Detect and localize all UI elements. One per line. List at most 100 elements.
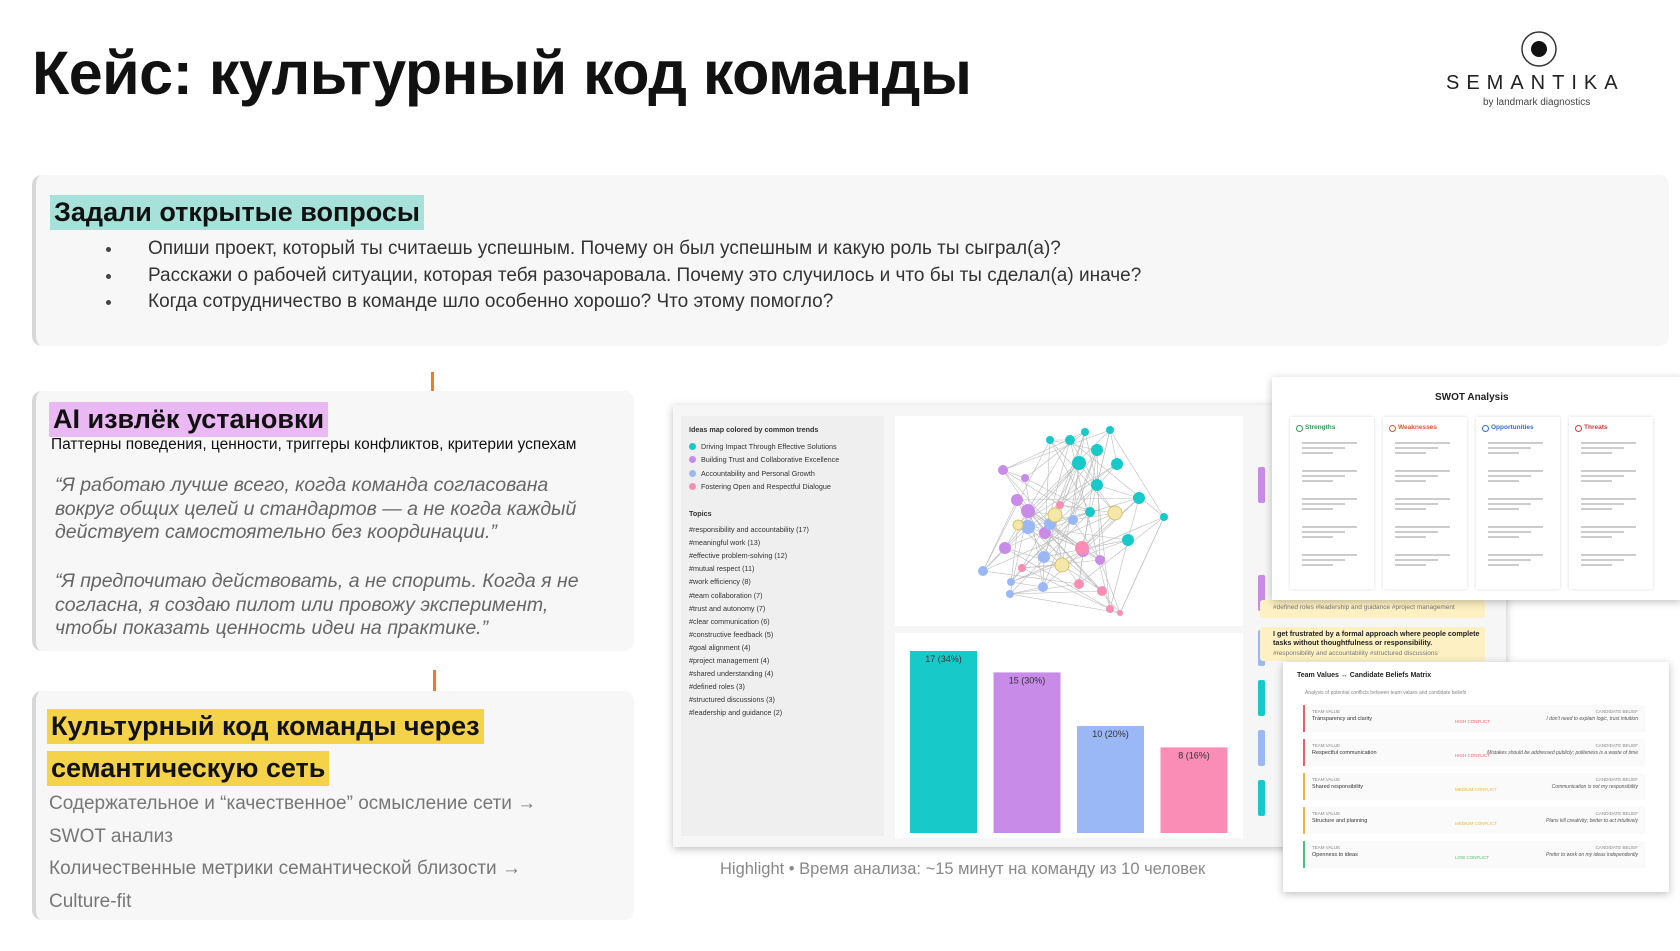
text-placeholder bbox=[1302, 503, 1345, 505]
text-placeholder bbox=[1581, 447, 1624, 449]
matrix-row bbox=[1303, 841, 1645, 868]
network-node bbox=[1046, 436, 1054, 444]
arrow bbox=[431, 372, 434, 405]
network-node bbox=[1075, 541, 1089, 555]
topic: #shared understanding (4) bbox=[689, 669, 774, 679]
network-node bbox=[1065, 435, 1075, 445]
team-label: TEAM VALUE bbox=[1312, 709, 1341, 714]
bar bbox=[993, 672, 1061, 833]
swot-icon bbox=[1296, 425, 1303, 432]
card-quote: I get frustrated by a formal approach wh… bbox=[1273, 629, 1480, 647]
network-node bbox=[1038, 551, 1050, 563]
belief: Mistakes should be addressed publicly; p… bbox=[1487, 750, 1638, 756]
belief-label: CANDIDATE BELIEF bbox=[1595, 845, 1638, 850]
text-placeholder bbox=[1395, 475, 1438, 477]
questions-heading: Задали открытые вопросы bbox=[50, 195, 424, 230]
topics-title: Topics bbox=[689, 509, 712, 518]
topic: #structured discussions (3) bbox=[689, 695, 775, 705]
quote: “Я работаю лучше всего, когда команда со… bbox=[55, 474, 577, 543]
legend-label: Fostering Open and Respectful Dialogue bbox=[701, 481, 831, 491]
text-placeholder bbox=[1302, 447, 1345, 449]
network-edge bbox=[1002, 429, 1111, 471]
network-edge bbox=[1009, 586, 1044, 595]
network-edge bbox=[1010, 539, 1129, 583]
matrix-row bbox=[1303, 773, 1645, 800]
arrow bbox=[433, 670, 436, 705]
swot-icon bbox=[1575, 425, 1582, 432]
legend-swatch bbox=[689, 469, 696, 477]
text-placeholder bbox=[1302, 452, 1333, 454]
bar-label: 17 (34%) bbox=[925, 654, 962, 664]
network-node bbox=[1021, 520, 1035, 534]
swot-icon bbox=[1482, 425, 1489, 432]
text-placeholder bbox=[1581, 480, 1612, 482]
text-placeholder bbox=[1581, 442, 1636, 444]
conflict: HIGH CONFLICT bbox=[1455, 719, 1491, 724]
caption: Highlight • Время анализа: ~15 минут на … bbox=[720, 860, 1206, 878]
text-placeholder bbox=[1395, 559, 1438, 561]
network-node bbox=[1160, 513, 1168, 521]
topic: #constructive feedback (5) bbox=[689, 629, 774, 639]
swot-title: SWOT Analysis bbox=[1435, 392, 1509, 403]
network-edge bbox=[1027, 510, 1084, 552]
network-node bbox=[1012, 519, 1024, 531]
network-edge bbox=[1027, 429, 1111, 512]
network-node bbox=[978, 566, 988, 576]
text-placeholder bbox=[1302, 480, 1333, 482]
logo-tagline: by landmark diagnostics bbox=[1483, 97, 1591, 108]
bar bbox=[1077, 725, 1144, 833]
card-tags: #responsibility and accountability #stru… bbox=[1273, 650, 1438, 657]
card bbox=[1260, 600, 1485, 618]
network-node bbox=[1091, 444, 1103, 456]
text-placeholder bbox=[1581, 508, 1612, 510]
legend-label: Driving Impact Through Effective Solutio… bbox=[701, 442, 837, 451]
question: Опиши проект, который ты считаешь успешн… bbox=[148, 238, 1061, 259]
text-placeholder bbox=[1395, 536, 1426, 538]
bar-label: 10 (20%) bbox=[1092, 729, 1129, 739]
network-edge bbox=[1096, 484, 1140, 499]
text-placeholder bbox=[1488, 480, 1519, 482]
text-placeholder bbox=[1302, 536, 1333, 538]
text-placeholder bbox=[1302, 526, 1357, 528]
text-placeholder bbox=[1395, 447, 1438, 449]
network-node bbox=[1039, 527, 1051, 539]
card-edge bbox=[1258, 780, 1265, 816]
swot-icon bbox=[1389, 425, 1396, 432]
matrix-row bbox=[1303, 807, 1645, 834]
network-node bbox=[1021, 504, 1035, 518]
network-edge bbox=[1021, 567, 1111, 610]
legend-swatch bbox=[689, 456, 696, 464]
matrix-row bbox=[1303, 705, 1645, 732]
belief-label: CANDIDATE BELIEF bbox=[1595, 743, 1638, 748]
swot-heading: Threats bbox=[1584, 424, 1608, 431]
belief-label: CANDIDATE BELIEF bbox=[1595, 811, 1638, 816]
text-placeholder bbox=[1395, 564, 1426, 566]
logo-name: SEMANTIKA bbox=[1446, 72, 1625, 94]
legend-label: Accountability and Personal Growth bbox=[701, 468, 815, 478]
questions-box bbox=[32, 175, 1669, 346]
matrix-subtitle: Analysis of potential conflicts between … bbox=[1305, 690, 1467, 696]
bar bbox=[1160, 747, 1228, 833]
belief: Prefer to work on my ideas independently bbox=[1546, 852, 1638, 858]
belief-label: CANDIDATE BELIEF bbox=[1595, 709, 1638, 714]
network-edge bbox=[982, 570, 1080, 585]
topic: #mutual respect (11) bbox=[689, 564, 755, 574]
team-value: Transparency and clarity bbox=[1312, 716, 1373, 722]
network-node bbox=[1085, 507, 1095, 517]
belief: Communication is not my responsibility bbox=[1551, 784, 1638, 790]
network-edge bbox=[1096, 449, 1101, 561]
network-edge bbox=[1017, 524, 1129, 541]
network-edge bbox=[1043, 462, 1080, 558]
text-placeholder bbox=[1302, 498, 1357, 500]
text-placeholder bbox=[1488, 536, 1519, 538]
network-edge bbox=[1078, 516, 1165, 585]
text-placeholder bbox=[1581, 470, 1636, 472]
network-edge bbox=[1081, 497, 1140, 549]
belief: I don't need to explain logic, trust int… bbox=[1546, 716, 1638, 722]
network-edge bbox=[1049, 439, 1091, 513]
text-placeholder bbox=[1395, 452, 1426, 454]
text-placeholder bbox=[1581, 554, 1636, 556]
card-edge bbox=[1258, 680, 1265, 716]
network-node bbox=[1072, 456, 1086, 470]
